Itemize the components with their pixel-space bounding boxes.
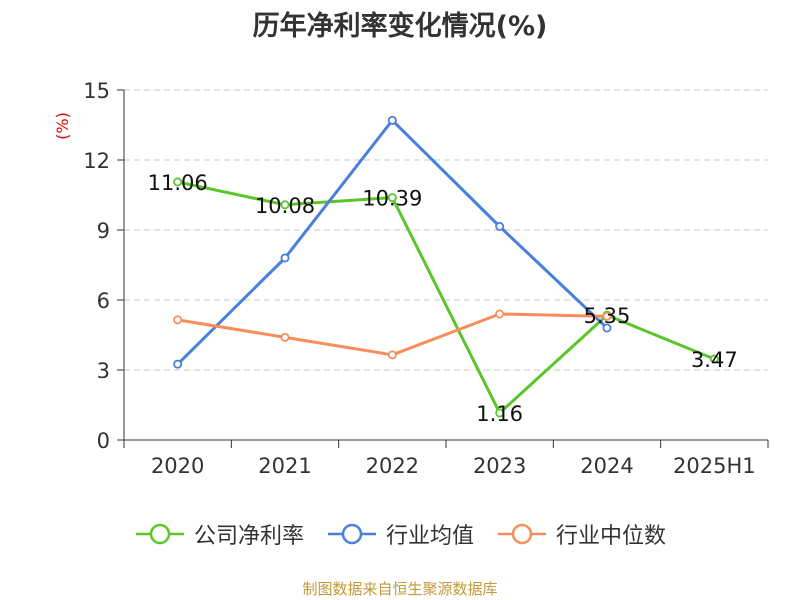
- axes: [117, 89, 769, 448]
- y-axis-label: (%): [53, 112, 72, 140]
- legend-line-icon: [135, 523, 184, 545]
- legend: 公司净利率 行业均值 行业中位数: [0, 518, 800, 550]
- legend-label: 行业中位数: [556, 524, 667, 549]
- data-label: 11.06: [148, 171, 208, 195]
- data-point[interactable]: [602, 323, 612, 333]
- legend-line-icon: [498, 523, 546, 545]
- legend-line-icon: [327, 523, 376, 545]
- data-point[interactable]: [602, 311, 612, 321]
- data-label: 10.39: [362, 187, 422, 211]
- x-tick-label: 2023: [473, 454, 526, 478]
- y-tick-label: 0: [97, 429, 110, 453]
- series-line: [177, 180, 715, 415]
- data-point[interactable]: [495, 309, 505, 319]
- legend-label: 行业均值: [385, 524, 474, 549]
- x-tick-label: 2020: [151, 454, 204, 478]
- data-point[interactable]: [173, 315, 183, 325]
- data-point[interactable]: [173, 359, 183, 369]
- data-point[interactable]: [387, 115, 397, 125]
- x-tick-label: 2021: [258, 454, 311, 478]
- y-tick-label: 6: [97, 289, 110, 313]
- legend-item-company[interactable]: 公司净利率: [134, 518, 304, 550]
- series-line: [177, 312, 608, 357]
- data-label: 3.47: [691, 348, 738, 372]
- y-tick-label: 12: [83, 149, 110, 173]
- series-line: [176, 118, 609, 366]
- legend-label: 公司净利率: [193, 524, 304, 549]
- series-lines: [176, 118, 715, 415]
- x-tick-labels: 2020 2021 2022 2023 2024 2025H1: [151, 454, 756, 478]
- y-tick-label: 3: [97, 359, 110, 383]
- y-tick-label: 15: [83, 79, 110, 103]
- data-label: 10.08: [255, 194, 315, 218]
- x-tick-label: 2024: [580, 454, 633, 478]
- data-label: 5.35: [584, 304, 631, 328]
- legend-item-industry-mean[interactable]: 行业均值: [326, 518, 474, 550]
- data-labels: 11.06 10.08 10.39 1.16 5.35 3.47: [148, 171, 738, 426]
- data-point[interactable]: [173, 177, 183, 187]
- data-point[interactable]: [709, 354, 719, 364]
- x-tick-label: 2022: [366, 454, 419, 478]
- y-tick-label: 9: [97, 219, 110, 243]
- data-point[interactable]: [280, 332, 290, 342]
- data-point[interactable]: [387, 193, 397, 203]
- data-label: 1.16: [476, 402, 523, 426]
- x-tick-label: 2025H1: [673, 454, 756, 478]
- legend-item-industry-median[interactable]: 行业中位数: [496, 518, 666, 550]
- chart-title: 历年净利率变化情况(%): [252, 11, 548, 42]
- y-tick-labels: 0 3 6 9 12 15: [83, 79, 110, 453]
- series-points: [173, 115, 719, 418]
- data-source-note: 制图数据来自恒生聚源数据库: [302, 580, 498, 598]
- data-point[interactable]: [280, 200, 290, 210]
- data-point[interactable]: [495, 408, 505, 418]
- data-point[interactable]: [495, 221, 505, 231]
- grid-lines: [124, 89, 768, 371]
- data-point[interactable]: [387, 350, 397, 360]
- data-point[interactable]: [280, 253, 290, 263]
